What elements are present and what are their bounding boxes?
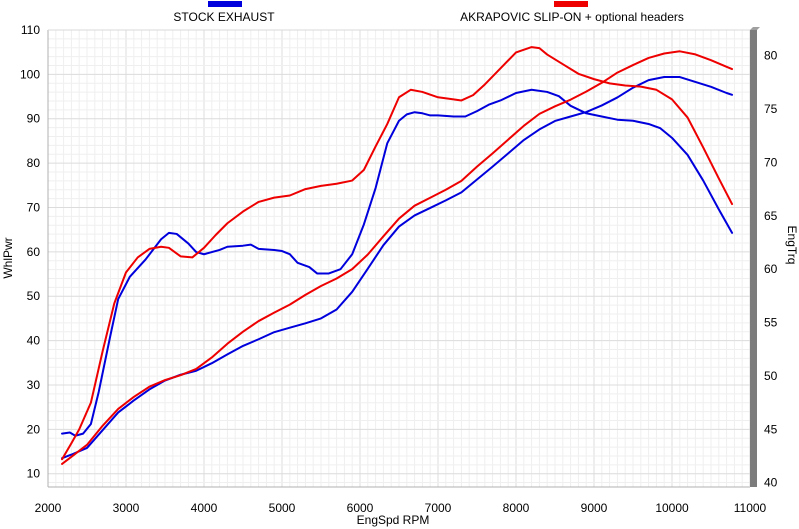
right-y-tick-label: 40: [764, 476, 778, 490]
series-line-akrapovic-power: [61, 50, 734, 465]
series-line-stock-torque: [61, 88, 734, 437]
left-y-tick-label: 90: [27, 112, 41, 126]
right-y-tick-label: 70: [764, 155, 778, 169]
right-axis-wall: [750, 30, 757, 487]
left-y-axis-label: WhlPwr: [1, 237, 15, 278]
x-tick-label: 8000: [503, 501, 530, 515]
right-y-tick-label: 55: [764, 316, 778, 330]
series-line-akrapovic-torque: [61, 46, 734, 461]
left-y-tick-label: 30: [27, 378, 41, 392]
right-y-tick-labels: 40 45 50 55 60 65 70 75 80: [764, 49, 778, 490]
series-layer: [61, 46, 734, 465]
legend-label-stock: STOCK EXHAUST: [173, 10, 275, 24]
right-y-tick-label: 80: [764, 49, 778, 63]
right-y-tick-label: 50: [764, 369, 778, 383]
x-axis-label: EngSpd RPM: [357, 513, 430, 527]
right-y-tick-label: 75: [764, 102, 778, 116]
x-tick-label: 5000: [269, 501, 296, 515]
right-y-tick-label: 65: [764, 209, 778, 223]
left-y-tick-label: 50: [27, 289, 41, 303]
right-y-axis-label: EngTrq: [785, 226, 799, 265]
right-y-tick-label: 60: [764, 262, 778, 276]
x-tick-label: 4000: [191, 501, 218, 515]
legend-swatch-akrapovic: [554, 1, 588, 7]
left-y-tick-label: 80: [27, 156, 41, 170]
legend-swatch-stock: [208, 1, 242, 7]
left-y-tick-labels: 10 20 30 40 50 60 70 80 90 100 110: [20, 23, 40, 481]
left-y-tick-label: 70: [27, 200, 41, 214]
left-y-tick-label: 100: [20, 67, 40, 81]
left-y-tick-label: 10: [27, 467, 41, 481]
x-tick-label: 11000: [734, 501, 767, 515]
x-tick-label: 9000: [581, 501, 608, 515]
x-tick-label: 10000: [655, 501, 689, 515]
left-y-tick-label: 20: [27, 422, 41, 436]
right-axis-wall-top: [750, 27, 760, 30]
left-y-tick-label: 40: [27, 334, 41, 348]
legend: STOCK EXHAUST AKRAPOVIC SLIP-ON + option…: [173, 1, 684, 24]
x-tick-label: 7000: [425, 501, 452, 515]
legend-label-akrapovic: AKRAPOVIC SLIP-ON + optional headers: [460, 10, 684, 24]
grid: [48, 30, 750, 487]
x-tick-label: 6000: [347, 501, 374, 515]
left-y-tick-label: 60: [27, 245, 41, 259]
left-y-tick-label: 110: [21, 23, 40, 37]
x-tick-label: 2000: [35, 501, 62, 515]
x-tick-label: 3000: [113, 501, 140, 515]
right-y-tick-label: 45: [764, 422, 778, 436]
x-tick-labels: 2000 3000 4000 5000 6000 7000 8000 9000 10000 110…: [35, 501, 767, 515]
